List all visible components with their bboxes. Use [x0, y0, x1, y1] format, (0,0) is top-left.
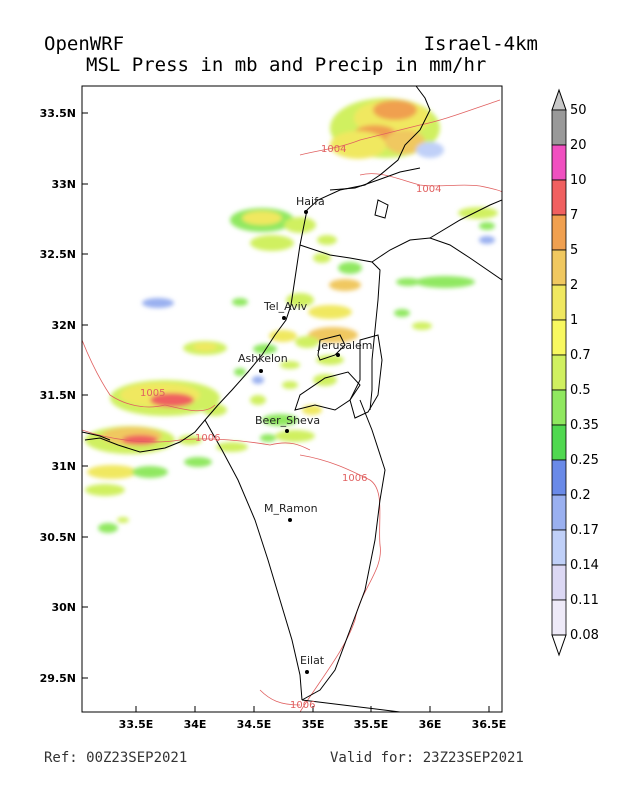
lat-ticks: [82, 112, 490, 712]
legend-level-label: 2: [570, 278, 578, 293]
legend-swatch: [551, 599, 567, 636]
city-label-ashkelon: Ashkelon: [238, 352, 288, 365]
isobar-label: 1004: [416, 184, 441, 195]
lon-label: 36E: [419, 718, 442, 731]
lon-label: 34.5E: [237, 718, 272, 731]
city-marker-eilat: [305, 670, 309, 674]
city-marker-jerusalem: [336, 353, 340, 357]
legend-arrow-top: [551, 88, 567, 111]
legend-swatch: [551, 494, 567, 531]
legend-level-label: 10: [570, 173, 587, 188]
legend-level-label: 5: [570, 243, 578, 258]
city-marker-tel-aviv: [282, 316, 286, 320]
precip-legend: 50 20 10 7 5 2 1 0.7 0.5 0.35 0.25 0.2 0.17 0.14 0.11 0…: [551, 88, 599, 657]
lat-label: 32N: [51, 319, 76, 332]
lon-label: 34E: [184, 718, 207, 731]
city-label-tel-aviv: Tel_Aviv: [263, 300, 308, 313]
legend-swatch: [551, 529, 567, 566]
city-label-m-ramon: M_Ramon: [264, 502, 318, 515]
legend-level-label: 0.35: [570, 418, 599, 433]
lat-label: 30N: [51, 601, 76, 614]
city-marker-ashkelon: [259, 369, 263, 373]
borders: [82, 86, 502, 712]
legend-arrow-bottom: [551, 634, 567, 657]
city-label-jerusalem: Jerusalem: [317, 339, 373, 352]
lon-label: 33.5E: [119, 718, 154, 731]
lat-label: 32.5N: [40, 248, 76, 261]
city-label-eilat: Eilat: [300, 654, 325, 667]
legend-swatch: [551, 389, 567, 426]
model-title: OpenWRF: [44, 33, 125, 55]
legend-swatch: [551, 284, 567, 321]
legend-level-label: 50: [570, 103, 587, 118]
legend-level-label: 0.2: [570, 488, 591, 503]
isobar-label: 1006: [290, 700, 315, 711]
lon-label: 36.5E: [472, 718, 507, 731]
lon-label: 35E: [302, 718, 325, 731]
legend-swatch: [551, 459, 567, 496]
city-marker-m-ramon: [288, 518, 292, 522]
lat-label: 31.5N: [40, 389, 76, 402]
legend-level-label: 7: [570, 208, 578, 223]
legend-swatch: [551, 354, 567, 391]
isobar-label: 1006: [342, 473, 367, 484]
lat-label: 29.5N: [40, 672, 76, 685]
domain-title: Israel-4km: [423, 33, 538, 55]
legend-swatch: [551, 424, 567, 461]
legend-level-label: 0.11: [570, 593, 599, 608]
city-label-haifa: Haifa: [296, 195, 325, 208]
legend-swatch: [551, 144, 567, 181]
legend-swatch: [551, 179, 567, 216]
city-label-beer-sheva: Beer_Sheva: [255, 414, 320, 427]
valid-time: Valid for: 23Z23SEP2021: [330, 750, 524, 766]
legend-swatch: [551, 214, 567, 251]
legend-swatch: [551, 109, 567, 146]
legend-level-label: 0.25: [570, 453, 599, 468]
isobars: [82, 99, 502, 712]
isobar-label: 1004: [321, 144, 346, 155]
legend-level-label: 1: [570, 313, 578, 328]
legend-level-label: 0.08: [570, 628, 599, 643]
isobar-label: 1006: [195, 433, 220, 444]
legend-level-label: 0.5: [570, 383, 591, 398]
latitude-axis: 33.5N 33N 32.5N 32N 31.5N 31N 30.5N 30N …: [40, 107, 76, 685]
isobar-labels: 1004 1004 1005 1006 1006 1006: [140, 144, 441, 711]
map-frame: [81, 85, 503, 713]
lon-label: 35.5E: [354, 718, 389, 731]
lat-label: 30.5N: [40, 531, 76, 544]
legend-level-label: 20: [570, 138, 587, 153]
city-marker-beer-sheva: [285, 429, 289, 433]
legend-swatch: [551, 319, 567, 356]
reference-time: Ref: 00Z23SEP2021: [44, 750, 188, 766]
cities: Haifa Tel_Aviv Jerusalem Ashkelon Beer_S…: [238, 195, 373, 674]
legend-level-label: 0.14: [570, 558, 599, 573]
lat-label: 33N: [51, 178, 76, 191]
lat-label: 31N: [51, 460, 76, 473]
isobar-label: 1005: [140, 388, 165, 399]
legend-swatch: [551, 249, 567, 286]
city-marker-haifa: [304, 210, 308, 214]
legend-level-label: 0.7: [570, 348, 591, 363]
variable-title: MSL Press in mb and Precip in mm/hr: [86, 54, 487, 76]
legend-swatch: [551, 564, 567, 601]
longitude-axis: 33.5E 34E 34.5E 35E 35.5E 36E 36.5E: [119, 718, 507, 731]
legend-level-label: 0.17: [570, 523, 599, 538]
lat-label: 33.5N: [40, 107, 76, 120]
precipitation-field: [85, 98, 498, 533]
